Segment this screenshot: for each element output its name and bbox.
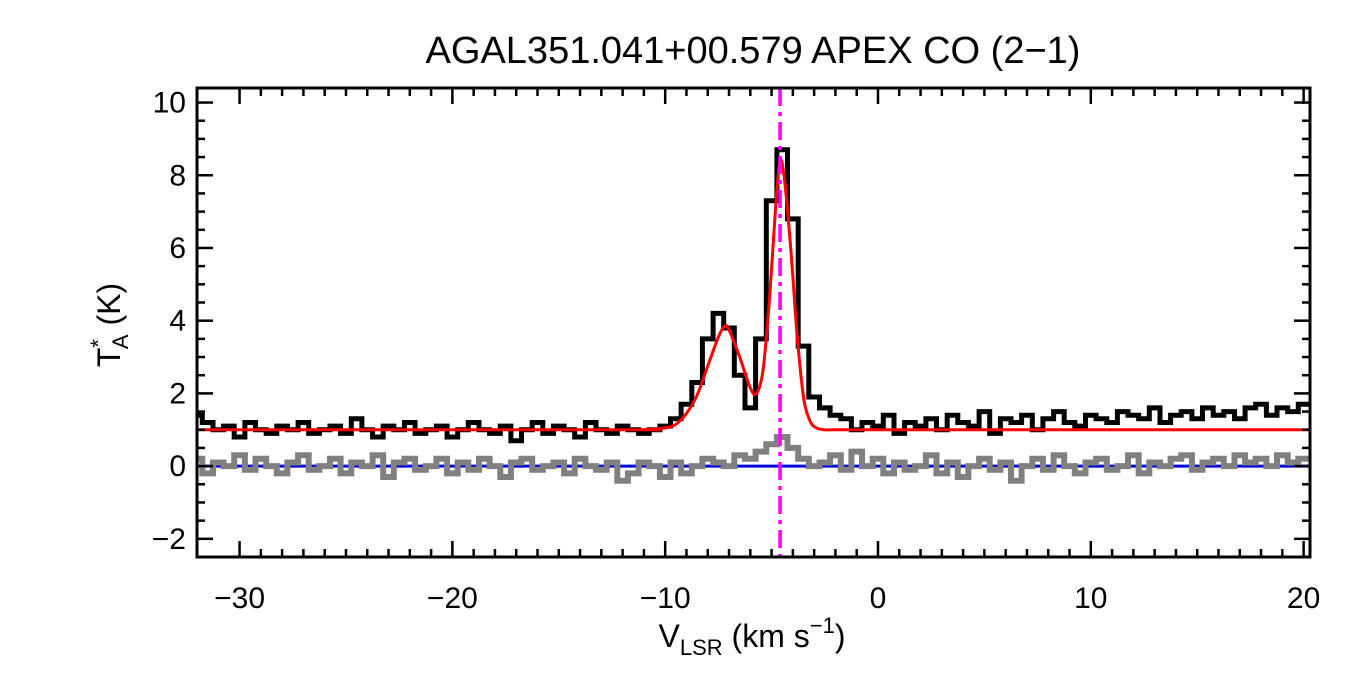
y-tick-label: 4 [169,305,186,338]
series-0-line [197,147,1310,444]
plot-frame [195,86,1312,559]
x-tick-label: 10 [1074,582,1107,615]
series-2-fit-curve [197,158,1310,432]
plot-clip-group [197,88,1310,557]
x-tick-label: −20 [427,582,478,615]
y-tick-label: 2 [169,377,186,410]
y-tick-label: 0 [169,450,186,483]
x-tick-label: 20 [1287,582,1320,615]
x-tick-label: −30 [214,582,265,615]
x-axis-title-end: ) [835,618,846,654]
y-axis-title-rest: (K) [91,283,127,335]
y-axis-title-main: T [91,348,127,368]
y-axis-title-sup: * [86,339,111,348]
series-1-line [197,434,1310,484]
x-axis-title-sup: −1 [810,613,835,638]
y-axis-title-sub: A [108,334,133,349]
plot-area [197,88,1310,557]
y-tick-label: 8 [169,159,186,192]
x-axis-title-sub: LSR [680,635,723,660]
y-tick-label: 6 [169,232,186,265]
x-tick-label: −10 [640,582,691,615]
axes [195,86,1312,559]
x-tick-label: 0 [870,582,887,615]
y-tick-label: −2 [152,523,186,556]
x-axis-title-rest: (km s [723,618,810,654]
chart-title: AGAL351.041+00.579 APEX CO (2−1) [426,30,1081,72]
y-tick-label: 10 [153,87,186,120]
x-axis-title: VLSR (km s−1) [659,613,846,660]
y-axis-title: T*A (K) [86,283,133,367]
x-axis-title-main: V [659,618,681,654]
